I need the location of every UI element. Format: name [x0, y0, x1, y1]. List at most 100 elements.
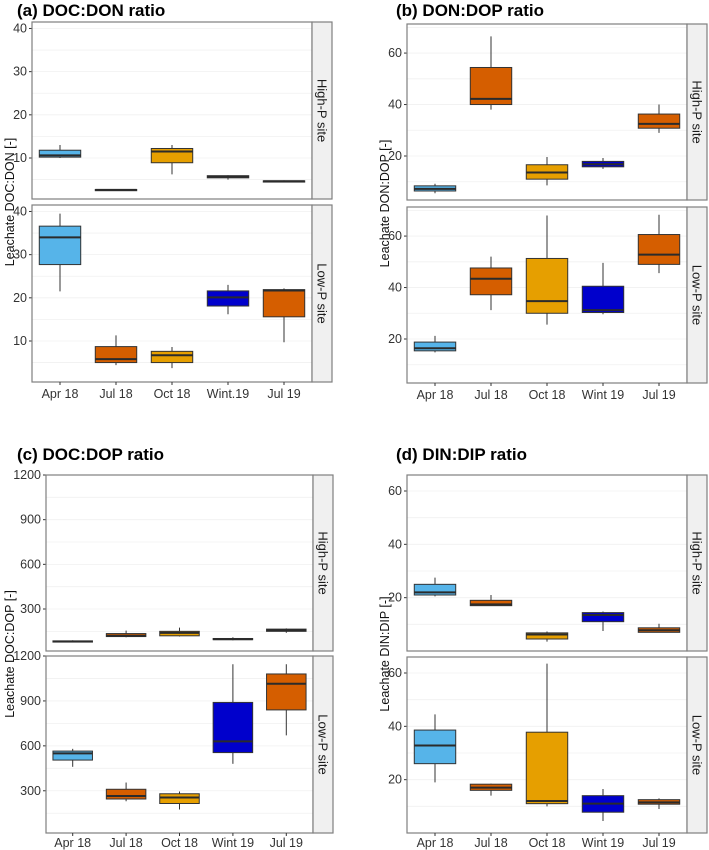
box-iqr [637, 113, 681, 129]
x-tick-label: Wint.19 [207, 387, 249, 401]
box-oct-18 [159, 627, 200, 637]
box-oct-18 [150, 347, 194, 369]
y-tick-label: 20 [388, 591, 402, 605]
y-tick-label: 30 [13, 248, 27, 262]
box-wint-19 [212, 637, 254, 641]
box-oct-18 [525, 631, 569, 642]
facet-high-p: 20 40 60 High-P site [388, 23, 708, 201]
box-iqr [150, 350, 194, 364]
box-wint-19 [581, 611, 625, 631]
facet-strip [686, 23, 708, 201]
y-tick-label: 900 [20, 694, 41, 708]
box-iqr [212, 701, 254, 754]
plot-background [407, 475, 687, 651]
box-iqr [525, 632, 569, 640]
y-tick-label: 600 [20, 739, 41, 753]
box-iqr [38, 225, 82, 266]
y-tick-label: 10 [13, 151, 27, 165]
x-tick-label: Oct 18 [154, 387, 191, 401]
y-tick-label: 10 [13, 334, 27, 348]
box-oct-18 [525, 663, 569, 807]
box-iqr [266, 673, 307, 711]
box-wint-19 [581, 789, 625, 821]
y-tick-label: 20 [13, 108, 27, 122]
x-tick-label: Jul 18 [109, 836, 142, 850]
x-tick-label: Apr 18 [417, 836, 454, 850]
x-tick-label: Oct 18 [529, 388, 566, 402]
box-apr-18 [52, 640, 93, 643]
box-oct-18 [525, 215, 569, 325]
box-apr-18 [52, 748, 93, 767]
box-jul-19 [266, 628, 307, 633]
box-jul-18 [105, 782, 147, 802]
box-wint-19 [206, 284, 250, 315]
box-iqr [525, 257, 569, 314]
box-iqr [262, 289, 306, 318]
box-iqr [525, 731, 569, 805]
x-tick-label: Jul 18 [474, 388, 507, 402]
facet-low-p: 20 40 60 Low-P site [388, 656, 708, 834]
box-iqr [581, 612, 625, 623]
y-axis-label: Leachate DOC:DOP [-] [3, 590, 17, 718]
panel-title: (a) DOC:DON ratio [17, 1, 165, 20]
y-tick-label: 60 [388, 46, 402, 60]
x-tick-label: Apr 18 [54, 836, 91, 850]
box-jul-18 [105, 630, 147, 638]
facet-strip [686, 474, 708, 652]
box-iqr [637, 234, 681, 265]
box-oct-18 [159, 791, 200, 810]
box-iqr [38, 149, 82, 158]
x-tick-label: Apr 18 [42, 387, 79, 401]
facet-strip [311, 21, 333, 200]
facet-low-p: 20 40 60 Low-P site [388, 206, 708, 384]
panel-title: (c) DOC:DOP ratio [17, 445, 164, 464]
facet-strip [686, 206, 708, 384]
y-tick-label: 60 [388, 484, 402, 498]
box-iqr [469, 267, 513, 296]
box-iqr [581, 285, 625, 313]
y-tick-label: 40 [388, 281, 402, 295]
box-jul-18 [469, 783, 513, 796]
facet-strip-label: Low-P site [690, 715, 705, 775]
y-tick-label: 20 [388, 332, 402, 346]
box-wint-19 [212, 664, 254, 764]
y-tick-label: 20 [388, 773, 402, 787]
facet-strip [686, 656, 708, 834]
box-jul-19 [262, 180, 306, 183]
facet-strip-label: High-P site [690, 531, 705, 594]
box-jul-19 [637, 214, 681, 274]
box-wint-19 [581, 262, 625, 315]
x-tick-label: Jul 19 [267, 387, 300, 401]
box-apr-18 [413, 183, 457, 194]
box-apr-18 [38, 145, 82, 158]
y-tick-label: 60 [388, 229, 402, 243]
x-tick-label: Jul 19 [270, 836, 303, 850]
y-tick-label: 900 [20, 513, 41, 527]
x-tick-label: Jul 19 [642, 836, 675, 850]
y-tick-label: 20 [13, 291, 27, 305]
box-jul-18 [469, 256, 513, 311]
y-tick-label: 40 [13, 21, 27, 35]
box-oct-18 [525, 157, 569, 186]
x-tick-label: Oct 18 [161, 836, 198, 850]
facet-strip [311, 204, 333, 383]
box-iqr [52, 750, 93, 761]
y-tick-label: 1200 [13, 468, 41, 482]
panel-title: (b) DON:DOP ratio [396, 1, 544, 20]
y-tick-label: 40 [388, 719, 402, 733]
x-tick-label: Wint 19 [582, 836, 624, 850]
facet-strip [312, 474, 334, 652]
y-tick-label: 30 [13, 65, 27, 79]
y-tick-label: 60 [388, 666, 402, 680]
y-tick-label: 40 [388, 98, 402, 112]
y-tick-label: 40 [388, 537, 402, 551]
box-iqr [469, 599, 513, 607]
box-jul-18 [94, 335, 138, 366]
x-tick-label: Oct 18 [529, 836, 566, 850]
y-axis-label: Leachate DIN:DIP [-] [378, 596, 392, 711]
facet-strip-label: High-P site [315, 79, 330, 142]
